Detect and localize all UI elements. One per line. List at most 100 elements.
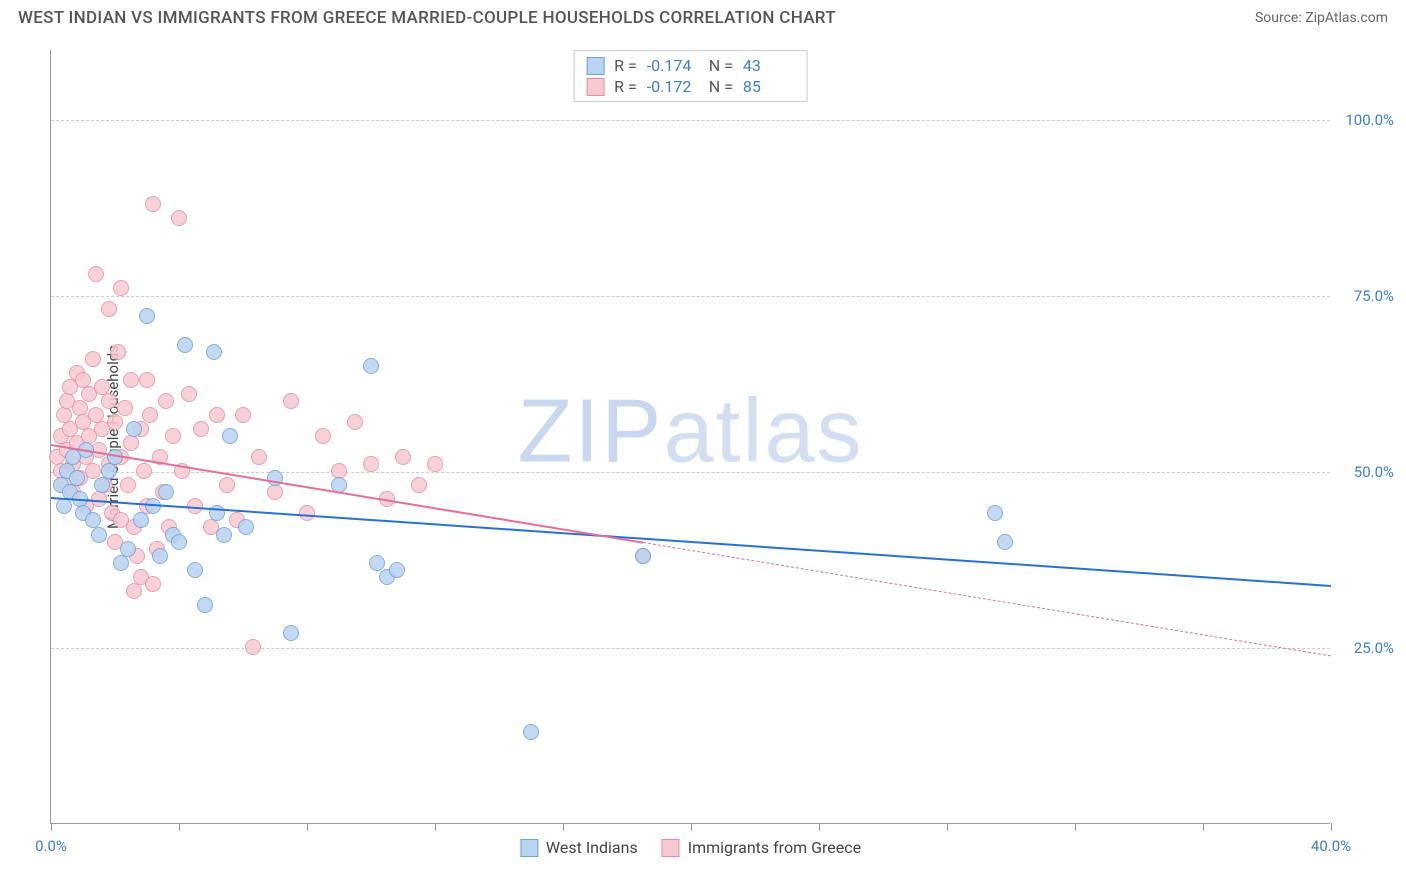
x-tick (947, 823, 948, 831)
data-point (158, 393, 174, 409)
legend-item-series2: Immigrants from Greece (662, 838, 861, 857)
gridline (51, 472, 1330, 473)
data-point (56, 498, 72, 514)
x-tick-label: 40.0% (1311, 837, 1351, 855)
r-value-series1: -0.174 (647, 56, 699, 75)
data-point (219, 477, 235, 493)
r-label: R = (614, 56, 637, 75)
data-point (411, 477, 427, 493)
stats-row-series1: R = -0.174 N = 43 (586, 55, 795, 76)
swatch-series1 (586, 57, 604, 75)
data-point (283, 625, 299, 641)
data-point (181, 386, 197, 402)
data-point (85, 351, 101, 367)
data-point (123, 435, 139, 451)
x-tick (307, 823, 308, 831)
data-point (136, 463, 152, 479)
data-point (120, 541, 136, 557)
data-point (101, 463, 117, 479)
data-point (110, 344, 126, 360)
data-point (523, 724, 539, 740)
x-tick (819, 823, 820, 831)
data-point (987, 505, 1003, 521)
watermark: ZIPatlas (517, 380, 863, 483)
trend-line-dashed (643, 542, 1331, 656)
data-point (395, 449, 411, 465)
scatter-chart: Married-couple Households ZIPatlas R = -… (50, 50, 1330, 824)
data-point (177, 337, 193, 353)
data-point (126, 583, 142, 599)
data-point (113, 280, 129, 296)
data-point (235, 407, 251, 423)
n-value-series1: 43 (743, 56, 795, 75)
x-tick (51, 823, 52, 831)
data-point (145, 196, 161, 212)
y-tick-label: 100.0% (1345, 111, 1394, 129)
data-point (209, 407, 225, 423)
stats-legend: R = -0.174 N = 43 R = -0.172 N = 85 (573, 50, 808, 102)
data-point (369, 555, 385, 571)
x-tick (691, 823, 692, 831)
data-point (123, 372, 139, 388)
data-point (88, 266, 104, 282)
data-point (171, 534, 187, 550)
x-tick (179, 823, 180, 831)
data-point (363, 456, 379, 472)
data-point (94, 477, 110, 493)
data-point (126, 421, 142, 437)
bottom-legend: West Indians Immigrants from Greece (520, 838, 861, 857)
x-tick (1203, 823, 1204, 831)
gridline (51, 296, 1330, 297)
data-point (635, 548, 651, 564)
x-tick-label: 0.0% (35, 837, 67, 855)
swatch-series2 (662, 839, 680, 857)
data-point (197, 597, 213, 613)
data-point (389, 562, 405, 578)
data-point (101, 301, 117, 317)
swatch-series1 (520, 839, 538, 857)
data-point (216, 527, 232, 543)
data-point (145, 576, 161, 592)
stats-row-series2: R = -0.172 N = 85 (586, 76, 795, 97)
data-point (117, 400, 133, 416)
data-point (139, 308, 155, 324)
r-value-series2: -0.172 (647, 77, 699, 96)
source-label: Source: ZipAtlas.com (1255, 10, 1388, 26)
y-tick-label: 25.0% (1354, 639, 1394, 657)
n-label: N = (709, 56, 733, 75)
data-point (120, 477, 136, 493)
n-label: N = (709, 77, 733, 96)
x-tick (563, 823, 564, 831)
r-label: R = (614, 77, 637, 96)
x-tick (1331, 823, 1332, 831)
data-point (427, 456, 443, 472)
data-point (997, 534, 1013, 550)
x-tick (435, 823, 436, 831)
data-point (171, 210, 187, 226)
data-point (363, 358, 379, 374)
data-point (251, 449, 267, 465)
data-point (347, 414, 363, 430)
data-point (91, 527, 107, 543)
y-tick-label: 50.0% (1354, 463, 1394, 481)
data-point (113, 555, 129, 571)
data-point (283, 393, 299, 409)
chart-title: WEST INDIAN VS IMMIGRANTS FROM GREECE MA… (18, 8, 836, 28)
data-point (69, 470, 85, 486)
data-point (245, 639, 261, 655)
trend-line (51, 497, 1331, 587)
data-point (85, 463, 101, 479)
data-point (142, 407, 158, 423)
data-point (187, 562, 203, 578)
gridline (51, 648, 1330, 649)
data-point (107, 414, 123, 430)
data-point (238, 519, 254, 535)
swatch-series2 (586, 78, 604, 96)
y-tick-label: 75.0% (1354, 287, 1394, 305)
data-point (267, 484, 283, 500)
chart-header: WEST INDIAN VS IMMIGRANTS FROM GREECE MA… (0, 0, 1406, 32)
legend-label-series2: Immigrants from Greece (688, 838, 861, 857)
x-tick (1075, 823, 1076, 831)
data-point (101, 393, 117, 409)
gridline (51, 120, 1330, 121)
